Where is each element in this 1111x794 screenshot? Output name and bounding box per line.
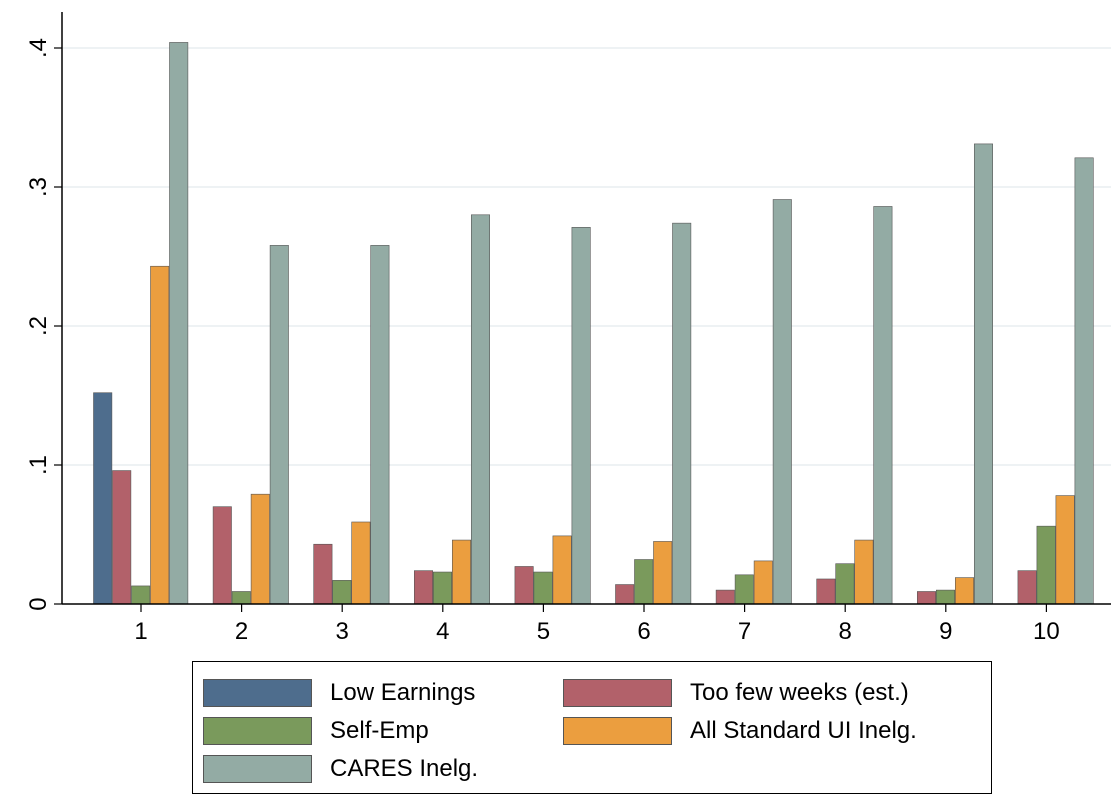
x-tick-label: 2 <box>235 618 248 645</box>
bar <box>854 539 874 605</box>
bar <box>634 559 654 605</box>
bar <box>451 539 471 605</box>
bar <box>131 585 151 605</box>
bar <box>313 543 333 605</box>
bar <box>231 591 251 605</box>
y-tick-label: .1 <box>25 455 52 475</box>
bar <box>715 589 735 605</box>
bar <box>571 227 591 605</box>
bar <box>1074 157 1094 605</box>
bar <box>772 199 792 605</box>
legend-label: Self-Emp <box>330 717 429 744</box>
legend-swatch <box>203 679 312 707</box>
legend-item-self-emp: Self-Emp <box>203 716 429 746</box>
x-tick-label: 4 <box>436 618 449 645</box>
bar <box>514 566 534 605</box>
y-tick-label: 0 <box>25 597 52 610</box>
bar <box>351 521 371 605</box>
bars <box>93 42 1094 605</box>
legend-item-all-standard-ui: All Standard UI Inelg. <box>563 716 917 746</box>
bar <box>269 245 289 605</box>
x-tick-label: 5 <box>537 618 550 645</box>
bar <box>93 392 113 605</box>
bar <box>169 42 189 605</box>
x-tick-label: 10 <box>1033 618 1060 645</box>
legend-label: Low Earnings <box>330 679 476 706</box>
x-tick-label: 3 <box>336 618 349 645</box>
bar <box>954 577 974 605</box>
bar <box>552 535 572 605</box>
bar <box>150 265 170 605</box>
bar <box>835 563 855 605</box>
y-tick-label: .3 <box>25 177 52 197</box>
bar <box>935 589 955 605</box>
bar <box>370 245 390 605</box>
bar <box>112 470 132 605</box>
legend-item-low-earnings: Low Earnings <box>203 678 475 708</box>
bar <box>615 584 635 605</box>
bar <box>734 574 754 605</box>
legend-swatch <box>203 755 312 783</box>
y-tick-label: .4 <box>25 38 52 58</box>
bar <box>816 578 836 605</box>
x-tick-label: 1 <box>134 618 147 645</box>
axes: 1 2 3 4 5 6 7 8 9 10 0 .1 .2 .3 .4 <box>25 12 1111 645</box>
bar <box>250 493 270 605</box>
legend: Low Earnings Too few weeks (est.) Self-E… <box>192 661 992 794</box>
x-tick-label: 7 <box>738 618 751 645</box>
bar <box>1055 495 1075 605</box>
bar <box>973 143 993 605</box>
legend-label: All Standard UI Inelg. <box>690 717 917 744</box>
bar-chart: 1 2 3 4 5 6 7 8 9 10 0 .1 .2 .3 .4 <box>25 12 1111 645</box>
x-tick-label: 6 <box>637 618 650 645</box>
bar <box>432 571 452 605</box>
bar <box>413 570 433 605</box>
bar <box>332 580 352 605</box>
bar <box>653 541 673 605</box>
legend-item-too-few-weeks: Too few weeks (est.) <box>563 678 909 708</box>
legend-item-cares-inelg: CARES Inelg. <box>203 754 478 784</box>
legend-label: CARES Inelg. <box>330 755 479 782</box>
bar <box>470 214 490 605</box>
legend-swatch <box>203 717 312 745</box>
bar <box>873 206 893 605</box>
bar <box>212 506 232 605</box>
bar <box>672 222 692 605</box>
bar <box>1036 525 1056 605</box>
bar <box>533 571 553 605</box>
legend-label: Too few weeks (est.) <box>690 679 909 706</box>
x-tick-label: 8 <box>839 618 852 645</box>
bar <box>1017 570 1037 605</box>
bar <box>753 560 773 605</box>
legend-swatch <box>563 679 672 707</box>
legend-swatch <box>563 717 672 745</box>
x-tick-label: 9 <box>939 618 952 645</box>
y-tick-label: .2 <box>25 316 52 336</box>
bar <box>916 591 936 605</box>
